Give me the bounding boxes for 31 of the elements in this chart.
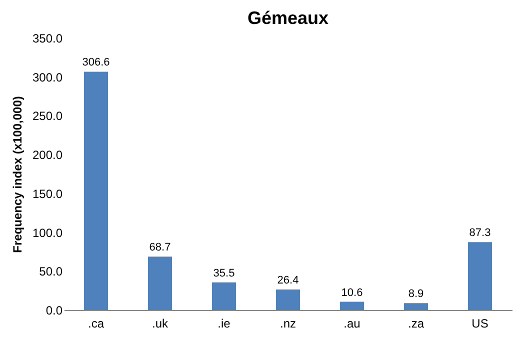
data-label: 10.6 [341,286,363,299]
x-tick-label: .ca [88,316,104,330]
data-label: 68.7 [149,242,171,254]
y-axis-title: Frequency index (x100,000) [10,96,24,253]
data-label: 87.3 [469,227,491,240]
y-tick-label: 50.0 [39,264,63,279]
bar [212,282,236,310]
y-tick-label: 200.0 [32,148,63,162]
x-tick-label: .uk [152,316,169,330]
data-label: 26.4 [277,274,299,286]
x-tick-label: .za [408,316,424,330]
bar [276,289,300,310]
data-label: 8.9 [408,288,424,300]
bar [84,72,108,310]
y-tick-label: 300.0 [32,70,63,84]
chart-title: Gémeaux [247,8,329,28]
bar [404,303,428,310]
x-tick-label: .au [344,316,360,330]
x-tick-label: US [472,316,488,330]
bar [340,302,364,310]
data-label: 35.5 [213,267,235,280]
y-tick-label: 100.0 [32,226,63,240]
y-tick-label: 250.0 [32,109,63,124]
y-tick-label: 150.0 [32,186,63,201]
x-tick-label: .nz [280,316,296,330]
data-label: 306.6 [82,56,110,69]
y-tick-label: 350.0 [32,32,63,46]
bar [468,242,492,310]
x-tick-label: .ie [218,316,231,330]
bar [148,256,172,310]
y-tick-label: 0.0 [46,304,63,318]
